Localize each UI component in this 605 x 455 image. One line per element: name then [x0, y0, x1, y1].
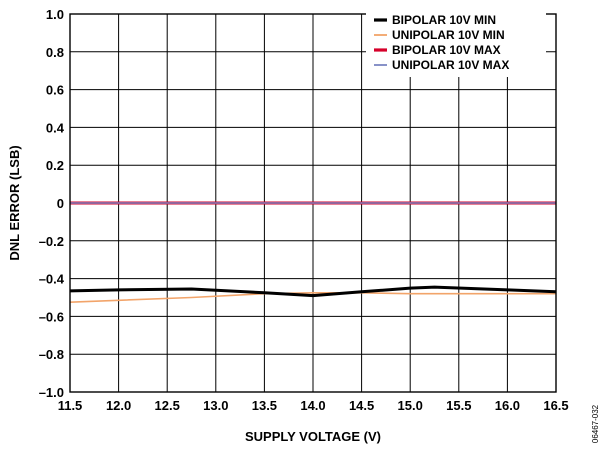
x-tick-label: 13.0	[203, 398, 228, 413]
series-line-0	[69, 285, 557, 298]
x-tick-label: 13.5	[252, 398, 277, 413]
y-tick-label: 0	[57, 196, 64, 211]
y-tick-label: –1.0	[39, 385, 64, 400]
x-tick-label: 14.5	[349, 398, 374, 413]
x-tick-label: 15.0	[398, 398, 423, 413]
y-axis-title: DNL ERROR (LSB)	[7, 145, 22, 260]
y-tick-label: –0.4	[39, 272, 65, 287]
y-tick-labels: 1.0 0.8 0.6 0.4 0.2 0 –0.2 –0.4 –0.6 –0.8 –1.0	[39, 7, 65, 400]
x-axis-title: SUPPLY VOLTAGE (V)	[245, 429, 381, 444]
x-tick-label: 16.0	[495, 398, 520, 413]
legend-label: BIPOLAR 10V MIN	[392, 13, 496, 27]
y-tick-label: –0.8	[39, 347, 64, 362]
x-tick-label: 11.5	[58, 398, 83, 413]
plot-frame	[69, 13, 557, 393]
x-tick-label: 12.0	[106, 398, 131, 413]
y-tick-label: 0.8	[46, 45, 64, 60]
y-tick-label: 1.0	[46, 7, 64, 22]
x-tick-label: 12.5	[155, 398, 180, 413]
figure-id: 06467-032	[591, 404, 600, 443]
legend-label: UNIPOLAR 10V MAX	[392, 58, 509, 72]
x-tick-label: 15.5	[446, 398, 471, 413]
y-tick-label: –0.6	[39, 309, 64, 324]
x-tick-label: 14.0	[300, 398, 325, 413]
x-tick-label: 16.5	[543, 398, 568, 413]
y-tick-label: 0.2	[46, 158, 64, 173]
y-tick-label: 0.6	[46, 83, 64, 98]
legend-background	[366, 13, 546, 77]
series-lines	[69, 201, 557, 303]
y-tick-label: –0.2	[39, 234, 64, 249]
y-tick-label: 0.4	[46, 120, 65, 135]
legend-label: BIPOLAR 10V MAX	[392, 43, 501, 57]
x-tick-labels: 11.5 12.0 12.5 13.0 13.5 14.0 14.5 15.0 15.5 16.0…	[58, 398, 569, 413]
legend-label: UNIPOLAR 10V MIN	[392, 28, 505, 42]
